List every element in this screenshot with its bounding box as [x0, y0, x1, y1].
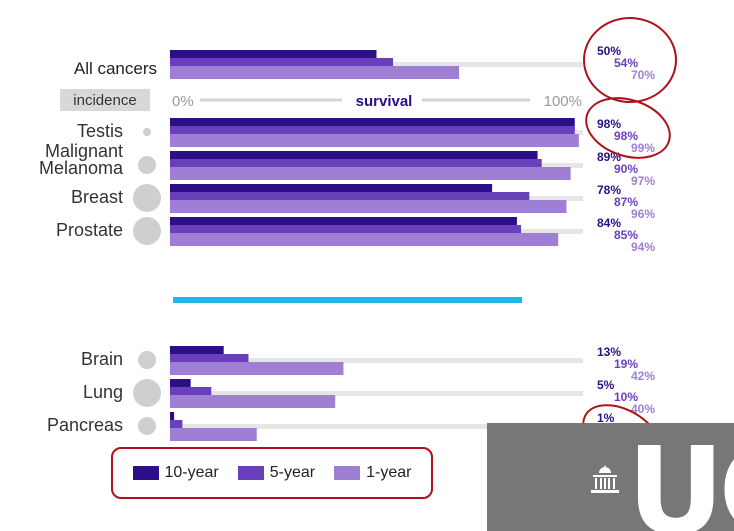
row-malignant-melanoma-value-5-year: 90%	[614, 162, 638, 176]
row-breast-bar-1-year	[170, 200, 567, 213]
row-malignant-melanoma-bar-1-year	[170, 167, 571, 180]
row-testis-value-5-year: 98%	[614, 129, 638, 143]
legend-label-5-year: 5-year	[269, 464, 316, 481]
incidence-tag	[60, 89, 150, 111]
row-brain-value-1-year: 42%	[631, 369, 655, 383]
row-lung-value-10-year: 5%	[597, 378, 615, 392]
row-lung-label: Lung	[83, 382, 123, 402]
row-brain-incidence-bubble	[138, 351, 156, 369]
row-testis-value-1-year: 99%	[631, 141, 655, 155]
axis-title-bg	[342, 88, 422, 110]
logo-text: UCL	[627, 423, 734, 531]
row-prostate-label: Prostate	[56, 220, 123, 240]
legend-label-1-year: 1-year	[366, 464, 412, 481]
axis-max-label: 100%	[544, 93, 582, 110]
highlight-ring-testis	[585, 97, 671, 159]
portico-icon	[591, 465, 619, 493]
row-prostate-bar-1-year	[170, 233, 559, 246]
row-testis-incidence-bubble	[143, 128, 151, 136]
row-testis-label: Testis	[77, 121, 123, 141]
chart-legend: 10-year 5-year 1-year	[111, 447, 433, 499]
row-lung-track	[170, 391, 583, 396]
row-pancreas-incidence-bubble	[138, 417, 156, 435]
row-breast-value-5-year: 87%	[614, 195, 638, 209]
row-malignant-melanoma-label: Malignant Melanoma	[39, 141, 124, 178]
legend-swatch-5-year	[237, 466, 264, 480]
legend-item-10-year: 10-year	[132, 464, 219, 482]
row-pancreas-track	[170, 424, 583, 429]
row-testis-bar-1-year	[170, 134, 579, 147]
row-pancreas-label: Pancreas	[47, 415, 123, 435]
all-cancers-value-10-year: 50%	[597, 44, 621, 58]
legend-item-1-year: 1-year	[334, 464, 411, 482]
row-brain-bar-1-year	[170, 362, 344, 375]
row-prostate-incidence-bubble	[133, 217, 161, 245]
all-cancers-value-1-year: 70%	[631, 68, 655, 82]
axis-min-label: 0%	[172, 93, 194, 110]
row-lung-value-1-year: 40%	[631, 402, 655, 416]
highlight-ring-all	[583, 17, 677, 103]
legend-label-10-year: 10-year	[164, 464, 219, 481]
row-breast-value-1-year: 96%	[631, 207, 655, 221]
row-lung-value-5-year: 10%	[614, 390, 638, 404]
row-pancreas-bar-1-year	[170, 428, 257, 441]
all-cancers-value-5-year: 54%	[614, 56, 638, 70]
row-breast-value-10-year: 78%	[597, 183, 621, 197]
row-breast-label: Breast	[71, 187, 123, 207]
legend-swatch-1-year	[334, 466, 361, 480]
axis-title: survival	[356, 93, 413, 110]
legend-swatch-10-year	[132, 466, 159, 480]
all-cancers-label: All cancers	[74, 59, 157, 78]
row-brain-label: Brain	[81, 349, 123, 369]
row-pancreas-value-10-year: 1%	[597, 411, 615, 425]
row-brain-value-10-year: 13%	[597, 345, 621, 359]
section-divider	[173, 297, 522, 303]
row-lung-incidence-bubble	[133, 379, 161, 407]
row-brain-value-5-year: 19%	[614, 357, 638, 371]
row-testis-value-10-year: 98%	[597, 117, 621, 131]
row-brain-track	[170, 358, 583, 363]
row-lung-bar-1-year	[170, 395, 336, 408]
row-pancreas-bar-10-year	[170, 412, 175, 425]
row-breast-incidence-bubble	[133, 184, 161, 212]
all-cancers-bar-1-year	[170, 66, 460, 79]
row-prostate-value-1-year: 94%	[631, 240, 655, 254]
incidence-label: incidence	[73, 92, 136, 109]
row-prostate-value-5-year: 85%	[614, 228, 638, 242]
legend-item-5-year: 5-year	[237, 464, 316, 482]
row-malignant-melanoma-value-1-year: 97%	[631, 174, 655, 188]
row-prostate-value-10-year: 84%	[597, 216, 621, 230]
row-malignant-melanoma-incidence-bubble	[138, 156, 156, 174]
ucl-logo: UCL	[487, 423, 734, 531]
